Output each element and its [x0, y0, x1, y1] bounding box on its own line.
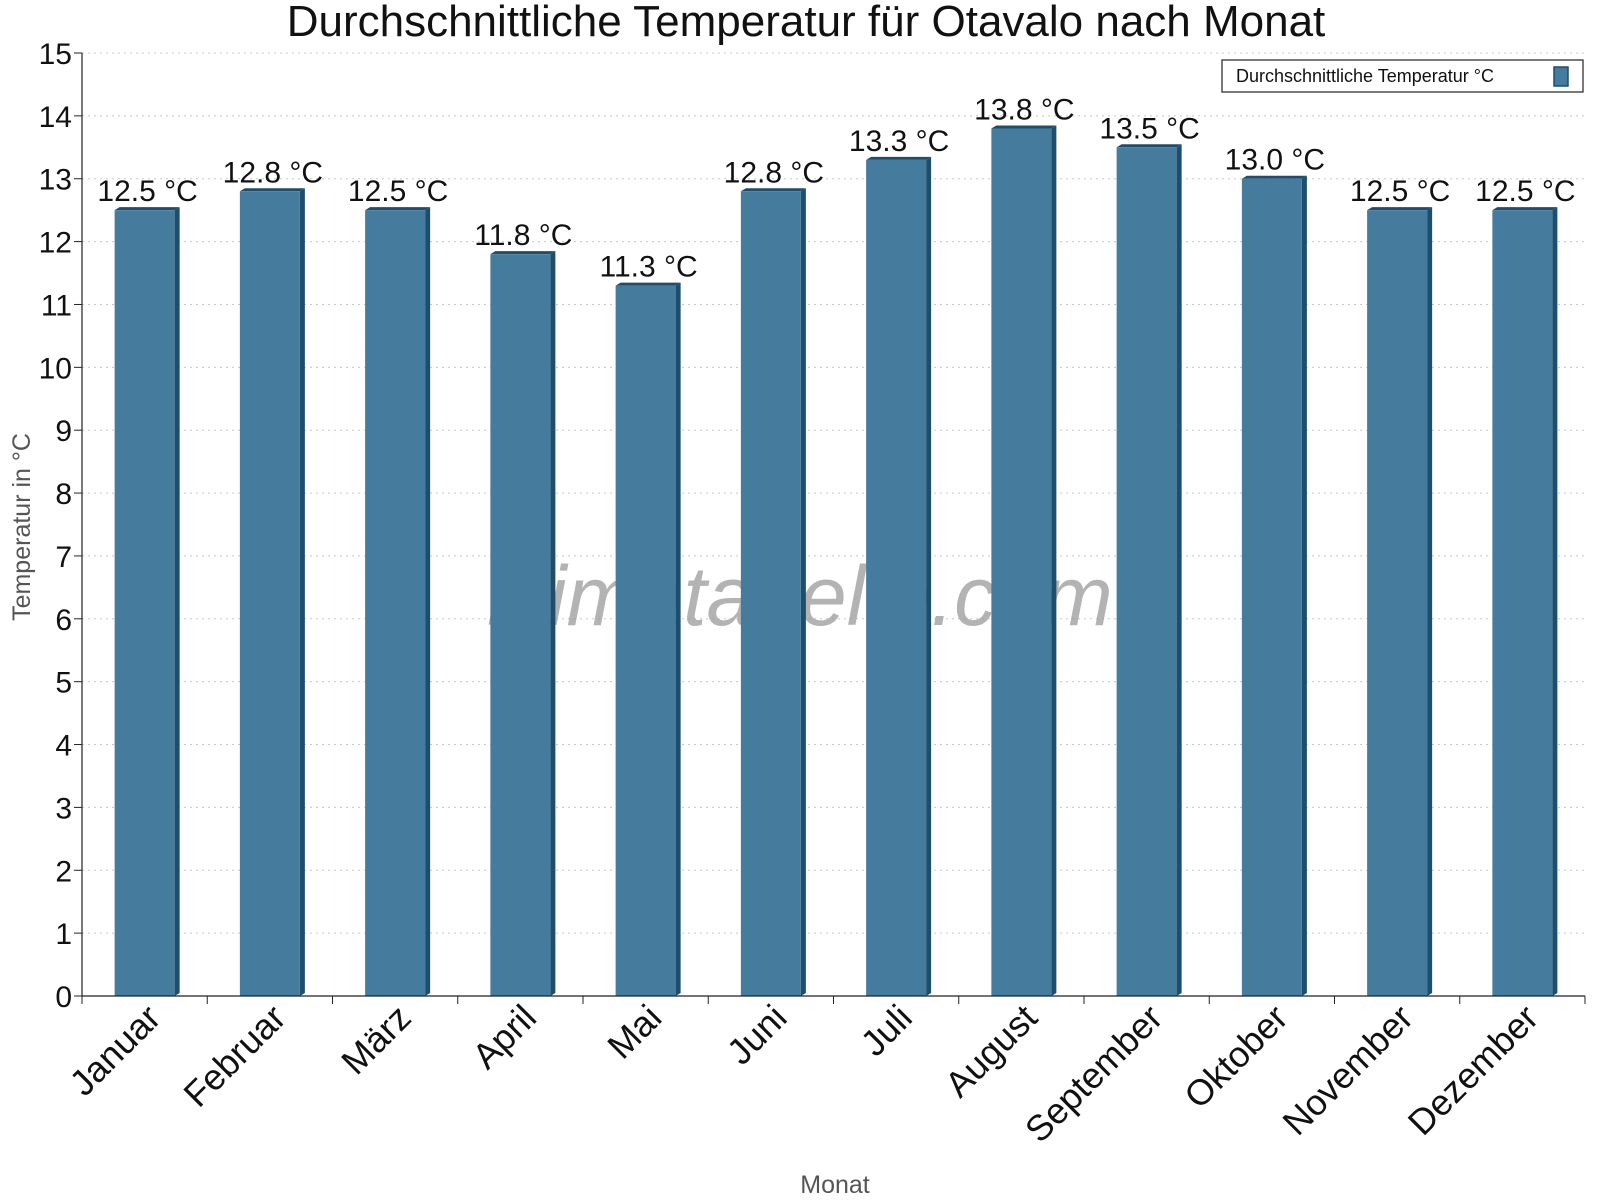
bar-5 [740, 191, 801, 997]
bar-10 [1367, 210, 1428, 996]
bar-4 [615, 285, 676, 996]
bar-7 [991, 128, 1052, 996]
y-tick-label-2: 2 [55, 855, 72, 888]
data-label-10: 12.5 °C [1350, 175, 1450, 208]
x-tick-label-8: September [1017, 997, 1171, 1151]
data-label-8: 13.5 °C [1099, 112, 1199, 145]
y-tick-label-7: 7 [55, 541, 72, 574]
data-label-1: 12.8 °C [223, 156, 323, 189]
bar-8 [1116, 147, 1177, 997]
bar-side-9 [1301, 175, 1307, 996]
bar-side-11 [1552, 207, 1558, 996]
bar-top-5 [740, 188, 806, 192]
x-tick-label-9: Oktober [1176, 997, 1296, 1117]
y-tick-label-9: 9 [55, 415, 72, 448]
bar-0 [114, 210, 175, 996]
bar-6 [866, 159, 927, 996]
y-tick-label-10: 10 [39, 352, 72, 385]
y-tick-label-1: 1 [55, 918, 72, 951]
bar-side-7 [1051, 125, 1057, 996]
data-labels: 12.5 °C 12.8 °C 12.5 °C 11.8 °C 11.3 °C 12.8 … [97, 93, 1575, 283]
legend: Durchschnittliche Temperatur °C [1221, 59, 1584, 93]
x-tick-label-4: Mai [599, 997, 669, 1067]
bars [114, 125, 1558, 997]
data-label-0: 12.5 °C [97, 175, 197, 208]
x-tick-label-1: Februar [175, 997, 293, 1115]
y-tick-label-5: 5 [55, 667, 72, 700]
bar-side-5 [800, 188, 806, 997]
data-label-4: 11.3 °C [600, 251, 698, 284]
x-tick-label-11: Dezember [1400, 997, 1546, 1143]
legend-swatch [1553, 66, 1569, 87]
grid-lines [82, 52, 1585, 934]
x-tick-label-5: Juni [719, 997, 795, 1073]
x-tick-label-2: März [333, 997, 419, 1083]
x-tick-label-3: April [464, 997, 544, 1077]
chart-title: Durchschnittliche Temperatur für Otavalo… [287, 0, 1326, 46]
axes [74, 52, 1586, 1004]
bar-side-2 [425, 207, 431, 996]
bar-top-10 [1367, 207, 1433, 211]
bar-9 [1241, 178, 1302, 996]
data-label-7: 13.8 °C [974, 93, 1074, 126]
y-tick-label-0: 0 [55, 981, 72, 1014]
data-label-3: 11.8 °C [474, 219, 572, 252]
y-tick-label-3: 3 [55, 792, 72, 825]
bar-top-3 [490, 251, 556, 255]
data-label-9: 13.0 °C [1225, 144, 1325, 177]
x-tick-label-0: Januar [61, 997, 168, 1104]
y-tick-label-6: 6 [55, 604, 72, 637]
bar-2 [365, 210, 426, 996]
bar-top-4 [615, 282, 681, 286]
data-label-2: 12.5 °C [348, 175, 448, 208]
bar-top-7 [991, 125, 1057, 129]
bar-1 [239, 191, 300, 997]
x-axis-label: Monat [800, 1171, 870, 1199]
legend-box [1221, 59, 1584, 93]
bar-side-4 [675, 282, 681, 996]
data-label-11: 12.5 °C [1475, 175, 1575, 208]
bar-side-1 [299, 188, 305, 997]
bar-side-3 [550, 251, 556, 996]
bar-top-6 [866, 156, 932, 160]
bar-3 [490, 254, 551, 996]
y-tick-label-14: 14 [39, 101, 72, 134]
bar-11 [1492, 210, 1553, 996]
bar-side-8 [1176, 144, 1182, 997]
x-tick-label-6: Juli [853, 997, 920, 1064]
legend-label: Durchschnittliche Temperatur °C [1236, 66, 1494, 86]
data-label-6: 13.3 °C [849, 125, 949, 158]
bar-side-6 [926, 156, 932, 996]
y-tick-label-8: 8 [55, 478, 72, 511]
bar-top-1 [239, 188, 305, 192]
x-tick-label-7: August [937, 997, 1045, 1105]
bar-top-2 [365, 207, 431, 211]
bar-top-0 [114, 207, 180, 211]
y-tick-label-15: 15 [39, 38, 72, 71]
x-tick-label-10: November [1274, 997, 1420, 1143]
bar-side-10 [1427, 207, 1433, 996]
y-tick-label-12: 12 [39, 227, 72, 260]
y-tick-label-4: 4 [55, 730, 72, 763]
y-tick-label-13: 13 [39, 164, 72, 197]
bar-top-9 [1241, 175, 1307, 179]
bar-top-8 [1116, 144, 1182, 148]
bar-side-0 [174, 207, 180, 996]
y-axis-label: Temperatur in °C [8, 433, 36, 621]
bar-top-11 [1492, 207, 1558, 211]
y-tick-label-11: 11 [41, 289, 72, 322]
data-label-5: 12.8 °C [724, 156, 824, 189]
